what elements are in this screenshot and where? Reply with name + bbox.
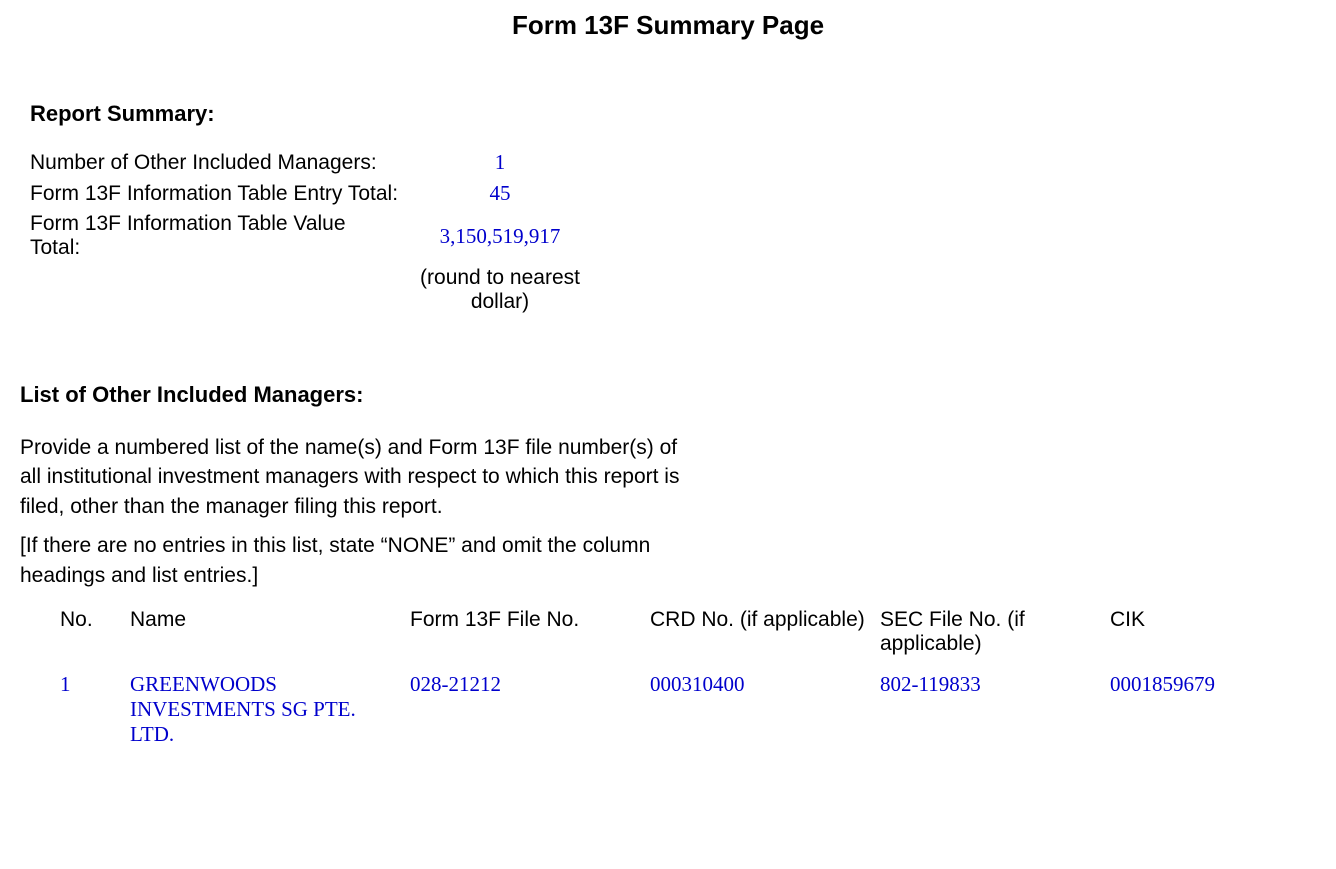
cell-cik: 0001859679 bbox=[1110, 664, 1316, 755]
column-header-sec: SEC File No. (if applicable) bbox=[880, 600, 1110, 664]
summary-note-row: (round to nearest dollar) bbox=[30, 263, 600, 317]
summary-row: Form 13F Information Table Entry Total: … bbox=[30, 178, 600, 209]
column-header-no: No. bbox=[20, 600, 130, 664]
table-row: 1 GREENWOODS INVESTMENTS SG PTE. LTD. 02… bbox=[20, 664, 1316, 755]
column-header-file: Form 13F File No. bbox=[410, 600, 650, 664]
report-summary-heading: Report Summary: bbox=[30, 101, 1316, 127]
cell-sec-file-no: 802-119833 bbox=[880, 664, 1110, 755]
instruction-text: Provide a numbered list of the name(s) a… bbox=[20, 433, 680, 521]
cell-name: GREENWOODS INVESTMENTS SG PTE. LTD. bbox=[130, 664, 410, 755]
cell-crd-no: 000310400 bbox=[650, 664, 880, 755]
summary-note: (round to nearest dollar) bbox=[400, 263, 600, 317]
summary-value: 1 bbox=[400, 147, 600, 178]
summary-label: Form 13F Information Table Value Total: bbox=[30, 209, 400, 263]
summary-value: 45 bbox=[400, 178, 600, 209]
instruction-note: [If there are no entries in this list, s… bbox=[20, 531, 680, 590]
report-summary-table: Number of Other Included Managers: 1 For… bbox=[30, 147, 600, 317]
cell-file-no: 028-21212 bbox=[410, 664, 650, 755]
summary-label: Number of Other Included Managers: bbox=[30, 147, 400, 178]
page-title: Form 13F Summary Page bbox=[20, 10, 1316, 41]
summary-label: Form 13F Information Table Entry Total: bbox=[30, 178, 400, 209]
summary-row: Form 13F Information Table Value Total: … bbox=[30, 209, 600, 263]
cell-no: 1 bbox=[20, 664, 130, 755]
other-managers-table: No. Name Form 13F File No. CRD No. (if a… bbox=[20, 600, 1316, 755]
other-managers-heading: List of Other Included Managers: bbox=[20, 382, 1316, 408]
column-header-crd: CRD No. (if applicable) bbox=[650, 600, 880, 664]
column-header-cik: CIK bbox=[1110, 600, 1316, 664]
column-header-name: Name bbox=[130, 600, 410, 664]
summary-row: Number of Other Included Managers: 1 bbox=[30, 147, 600, 178]
summary-value: 3,150,519,917 bbox=[400, 209, 600, 263]
